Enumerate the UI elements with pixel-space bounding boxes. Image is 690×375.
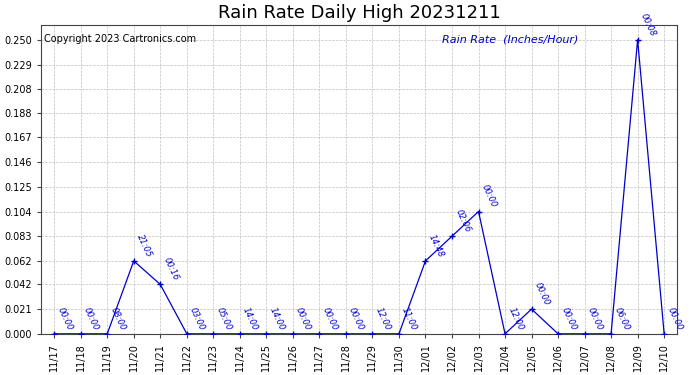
Text: 02:06: 02:06 (453, 208, 472, 234)
Text: Rain Rate  (Inches/Hour): Rain Rate (Inches/Hour) (442, 34, 578, 44)
Text: 00:00: 00:00 (560, 306, 578, 332)
Title: Rain Rate Daily High 20231211: Rain Rate Daily High 20231211 (218, 4, 500, 22)
Text: 00:16: 00:16 (161, 256, 180, 282)
Text: 00:00: 00:00 (294, 306, 313, 332)
Text: 21:05: 21:05 (135, 232, 154, 258)
Text: 00:00: 00:00 (321, 306, 339, 332)
Text: Copyright 2023 Cartronics.com: Copyright 2023 Cartronics.com (44, 34, 196, 44)
Text: 14:48: 14:48 (427, 232, 445, 258)
Text: 12:00: 12:00 (506, 306, 525, 332)
Text: 00:00: 00:00 (586, 306, 604, 332)
Text: 12:00: 12:00 (374, 306, 392, 332)
Text: 00:08: 00:08 (639, 12, 658, 38)
Text: 00:00: 00:00 (347, 306, 366, 332)
Text: 06:00: 06:00 (613, 306, 631, 332)
Text: 08:00: 08:00 (108, 306, 127, 332)
Text: 00:00: 00:00 (82, 306, 101, 332)
Text: 14:00: 14:00 (241, 306, 259, 332)
Text: 03:00: 03:00 (188, 306, 206, 332)
Text: 00:00: 00:00 (55, 306, 74, 332)
Text: 00:00: 00:00 (665, 306, 684, 332)
Text: 00:00: 00:00 (480, 183, 498, 209)
Text: 00:00: 00:00 (533, 281, 551, 307)
Text: 11:00: 11:00 (400, 306, 419, 332)
Text: 14:00: 14:00 (268, 306, 286, 332)
Text: 05:00: 05:00 (215, 306, 233, 332)
